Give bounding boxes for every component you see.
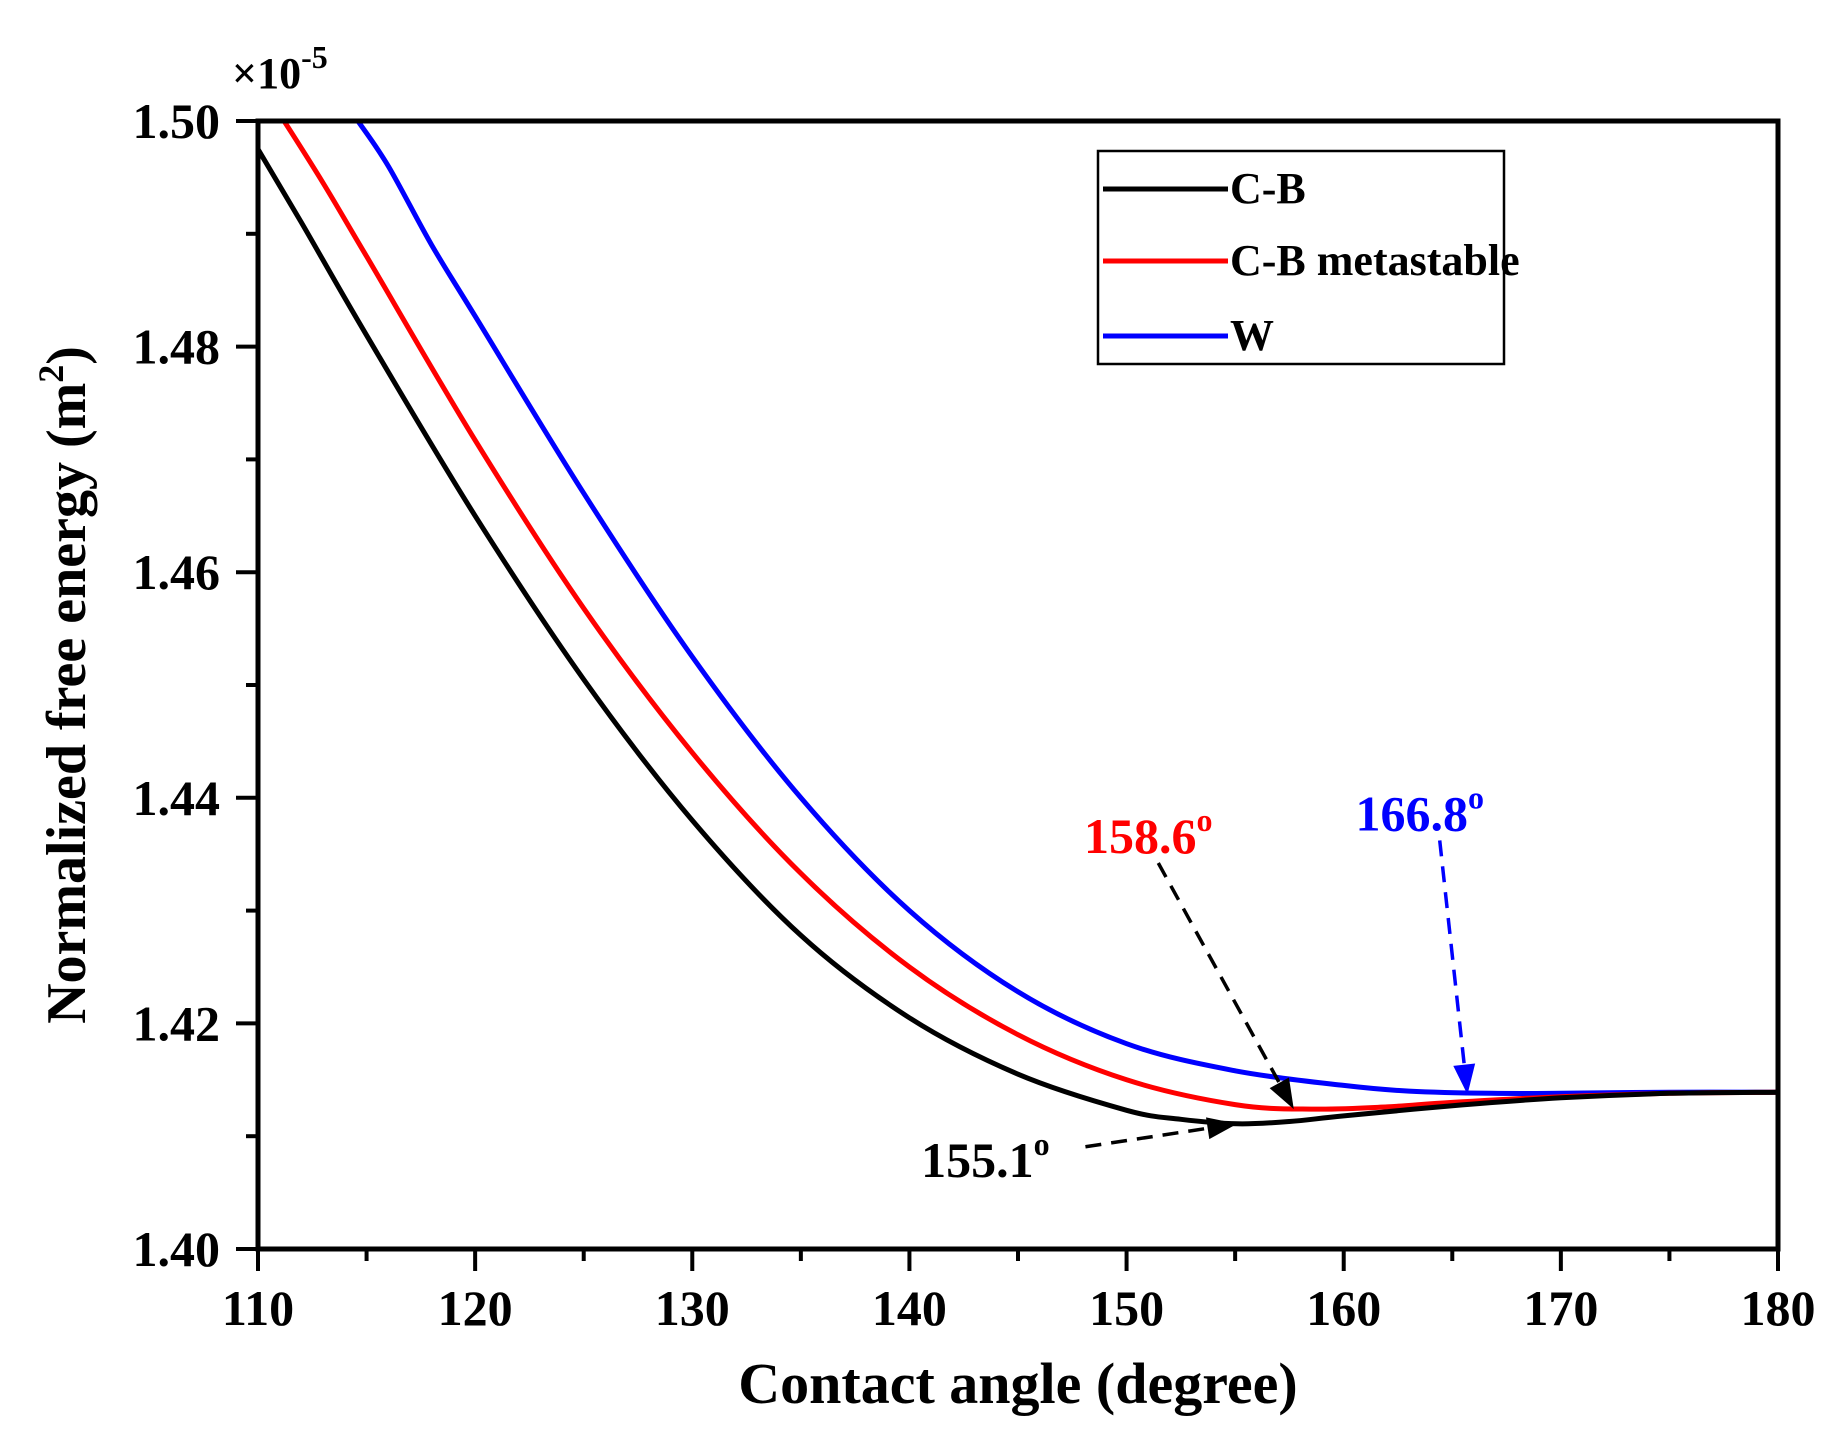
x-tick-label: 130 — [655, 1280, 730, 1336]
annotation-label-w: 166.8o — [1355, 779, 1484, 841]
x-tick-label: 180 — [1741, 1280, 1816, 1336]
y-tick-labels: 1.40 1.42 1.44 1.46 1.48 1.50 — [133, 93, 221, 1277]
x-tick-label: 150 — [1089, 1280, 1164, 1336]
y-tick-label: 1.46 — [133, 544, 221, 600]
y-axis-label: Normalized free energy (m2) — [31, 346, 98, 1024]
series-lines — [258, 121, 1778, 1127]
y-axis-label-sup: 2 — [31, 365, 71, 383]
series-line-w — [355, 121, 1778, 1097]
annotation-arrowhead-w — [1453, 1063, 1476, 1095]
legend-label-c-b-metastable: C-B metastable — [1230, 236, 1520, 285]
x-axis-label: Contact angle (degree) — [738, 1351, 1297, 1416]
annotation-arrow-cb — [1085, 1126, 1208, 1149]
y-tick-label: 1.48 — [133, 319, 221, 375]
y-multiplier-base: ×10 — [232, 49, 301, 98]
annotation-arrow-w — [1437, 840, 1466, 1065]
legend-label-w: W — [1230, 311, 1274, 360]
legend: C-B C-B metastable W — [1096, 149, 1520, 366]
x-tick-label: 160 — [1306, 1280, 1381, 1336]
x-tick-labels: 110 120 130 140 150 160 170 180 — [222, 1280, 1816, 1336]
x-tick-label: 120 — [438, 1280, 513, 1336]
annotation-arrowhead-cb — [1206, 1117, 1238, 1140]
x-tick-label: 140 — [872, 1280, 947, 1336]
series-line-c-b — [258, 146, 1778, 1127]
y-multiplier-exp: -5 — [301, 39, 328, 75]
series-line-c-b-metastable — [281, 121, 1778, 1112]
y-tick-label: 1.42 — [133, 995, 221, 1051]
y-multiplier: ×10-5 — [232, 39, 328, 98]
y-axis-label-main: Normalized free energy (m — [36, 383, 98, 1024]
legend-label-c-b: C-B — [1230, 164, 1306, 213]
annotation-label-cbm: 158.6o — [1084, 802, 1213, 864]
annotations: 155.1o 158.6o 166.8o — [921, 779, 1484, 1187]
annotation-arrow-cbm — [1156, 862, 1281, 1084]
plot-frame — [255, 118, 1781, 1252]
x-tick-label: 110 — [222, 1280, 294, 1336]
x-tick-label: 170 — [1523, 1280, 1598, 1336]
y-tick-label: 1.40 — [133, 1221, 221, 1277]
annotation-label-cb: 155.1o — [921, 1126, 1050, 1188]
y-tick-label: 1.44 — [133, 770, 221, 826]
y-axis-label-close: ) — [36, 346, 98, 365]
annotation-arrowhead-cbm — [1269, 1077, 1294, 1110]
y-tick-label: 1.50 — [133, 93, 221, 149]
